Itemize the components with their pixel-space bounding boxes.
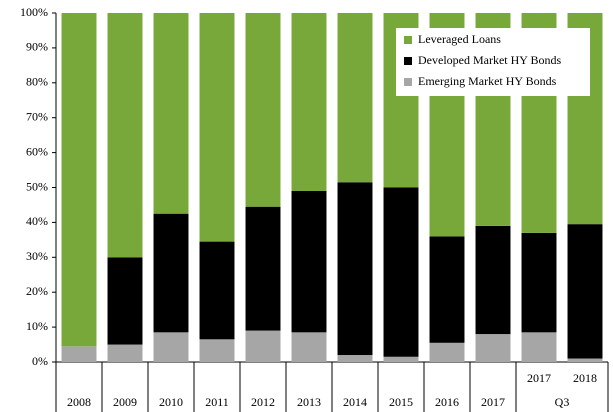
bar-segment [153, 213, 189, 333]
y-tick-label: 40% [26, 214, 48, 228]
bar-segment [61, 346, 97, 362]
bar-segment [337, 13, 373, 183]
y-tick-label: 20% [26, 284, 48, 298]
y-tick-label: 50% [26, 179, 48, 193]
x-tick-label: 2016 [435, 395, 459, 409]
bar-segment [337, 182, 373, 356]
bar-segment [199, 241, 235, 340]
bar-segment [383, 187, 419, 357]
bar-segment [521, 332, 557, 362]
bar-segment [245, 330, 281, 362]
bar-segment [107, 13, 143, 258]
legend-label: Leveraged Loans [418, 32, 501, 46]
bar-segment [153, 13, 189, 214]
bar-segment [475, 334, 511, 362]
bar-segment [291, 332, 327, 362]
x-tick-label: 2010 [159, 395, 183, 409]
bar-segment [107, 344, 143, 362]
bar-segment [567, 358, 603, 362]
legend-swatch [404, 78, 412, 86]
x-tick-label: 2008 [67, 395, 91, 409]
y-tick-label: 60% [26, 144, 48, 158]
bar-segment [291, 13, 327, 191]
legend-label: Developed Market HY Bonds [418, 53, 562, 67]
legend-box [396, 28, 590, 96]
bar-segment [475, 225, 511, 335]
x-tick-label: 2013 [297, 395, 321, 409]
x-tick-label: 2009 [113, 395, 137, 409]
legend-label: Emerging Market HY Bonds [418, 74, 557, 88]
x-tick-label: 2017 [481, 395, 505, 409]
x-tick-label: 2012 [251, 395, 275, 409]
y-tick-label: 10% [26, 319, 48, 333]
bar-segment [383, 356, 419, 362]
bar-segment [199, 13, 235, 242]
y-tick-label: 100% [20, 5, 48, 19]
bar-segment [429, 342, 465, 362]
bar-segment [199, 339, 235, 362]
bar-segment [61, 13, 97, 347]
x-tick-label: 2015 [389, 395, 413, 409]
bar-segment [291, 190, 327, 333]
y-tick-label: 80% [26, 75, 48, 89]
bar-segment [337, 355, 373, 362]
bar-segment [429, 236, 465, 343]
bar-segment [245, 13, 281, 207]
y-tick-label: 70% [26, 109, 48, 123]
bar-segment [153, 332, 189, 362]
y-tick-label: 0% [32, 354, 48, 368]
x-tick-label: 2011 [205, 395, 229, 409]
y-tick-label: 90% [26, 40, 48, 54]
bar-segment [245, 206, 281, 331]
x-tick-label: 2014 [343, 395, 367, 409]
bar-segment [567, 224, 603, 359]
legend-swatch [404, 57, 412, 65]
bar-segment [521, 232, 557, 333]
x-tick-label: 2018 [573, 371, 597, 385]
y-tick-label: 30% [26, 249, 48, 263]
x-group-label: Q3 [555, 395, 570, 409]
legend-swatch [404, 36, 412, 44]
bar-segment [107, 257, 143, 345]
x-tick-label: 2017 [527, 371, 551, 385]
